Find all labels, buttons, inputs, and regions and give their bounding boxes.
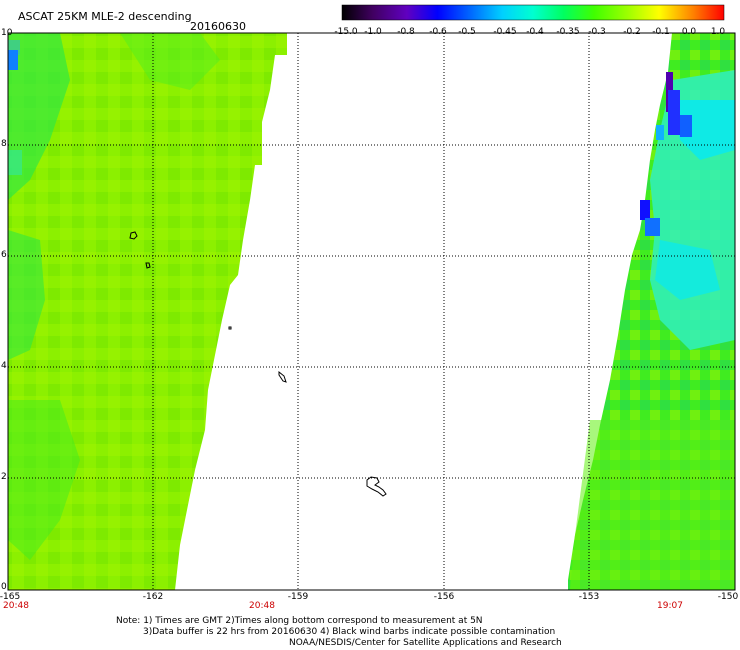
east-swath	[568, 33, 735, 590]
colorbar-label: -0.4	[526, 27, 544, 37]
pass-time-label: 19:07	[657, 601, 683, 611]
x-tick-label: -159	[287, 592, 309, 602]
colorbar-label: -15.0	[334, 27, 358, 37]
y-tick-label: 6	[1, 250, 7, 260]
x-tick-label: -150	[717, 592, 739, 602]
colorbar-label: 1.0	[710, 27, 726, 37]
colorbar-label: -0.1	[652, 27, 670, 37]
graticule	[8, 33, 735, 590]
x-tick-label: -162	[142, 592, 164, 602]
colorbar-label: -0.35	[556, 27, 580, 37]
y-tick-label: 0	[1, 582, 7, 592]
map-date: 20160630	[190, 20, 246, 33]
pass-time-label: 20:48	[3, 601, 29, 611]
x-tick-label: -165	[0, 592, 21, 602]
x-tick-label: -153	[578, 592, 600, 602]
colorbar	[341, 4, 725, 21]
y-tick-label: 10	[1, 28, 13, 38]
y-tick-label: 8	[1, 139, 7, 149]
colorbar-label: -0.3	[588, 27, 606, 37]
note-line-2: 3)Data buffer is 22 hrs from 20160630 4)…	[143, 627, 556, 637]
colorbar-label: -1.0	[364, 27, 382, 37]
note-line-1: Note: 1) Times are GMT 2)Times along bot…	[116, 616, 483, 626]
pass-time-label: 20:48	[249, 601, 275, 611]
colorbar-label: -0.6	[429, 27, 447, 37]
map-frame	[7, 32, 736, 591]
west-swath	[8, 33, 287, 590]
y-tick-label: 4	[1, 361, 7, 371]
y-tick-label: 2	[1, 472, 7, 482]
colorbar-label: -0.8	[397, 27, 415, 37]
colorbar-label: -0.45	[493, 27, 517, 37]
map-title: ASCAT 25KM MLE-2 descending	[18, 10, 192, 23]
note-line-3: NOAA/NESDIS/Center for Satellite Applica…	[289, 638, 562, 648]
x-tick-label: -156	[433, 592, 455, 602]
colorbar-label: -0.5	[458, 27, 476, 37]
colorbar-label: 0.0	[681, 27, 697, 37]
colorbar-label: -0.2	[623, 27, 641, 37]
